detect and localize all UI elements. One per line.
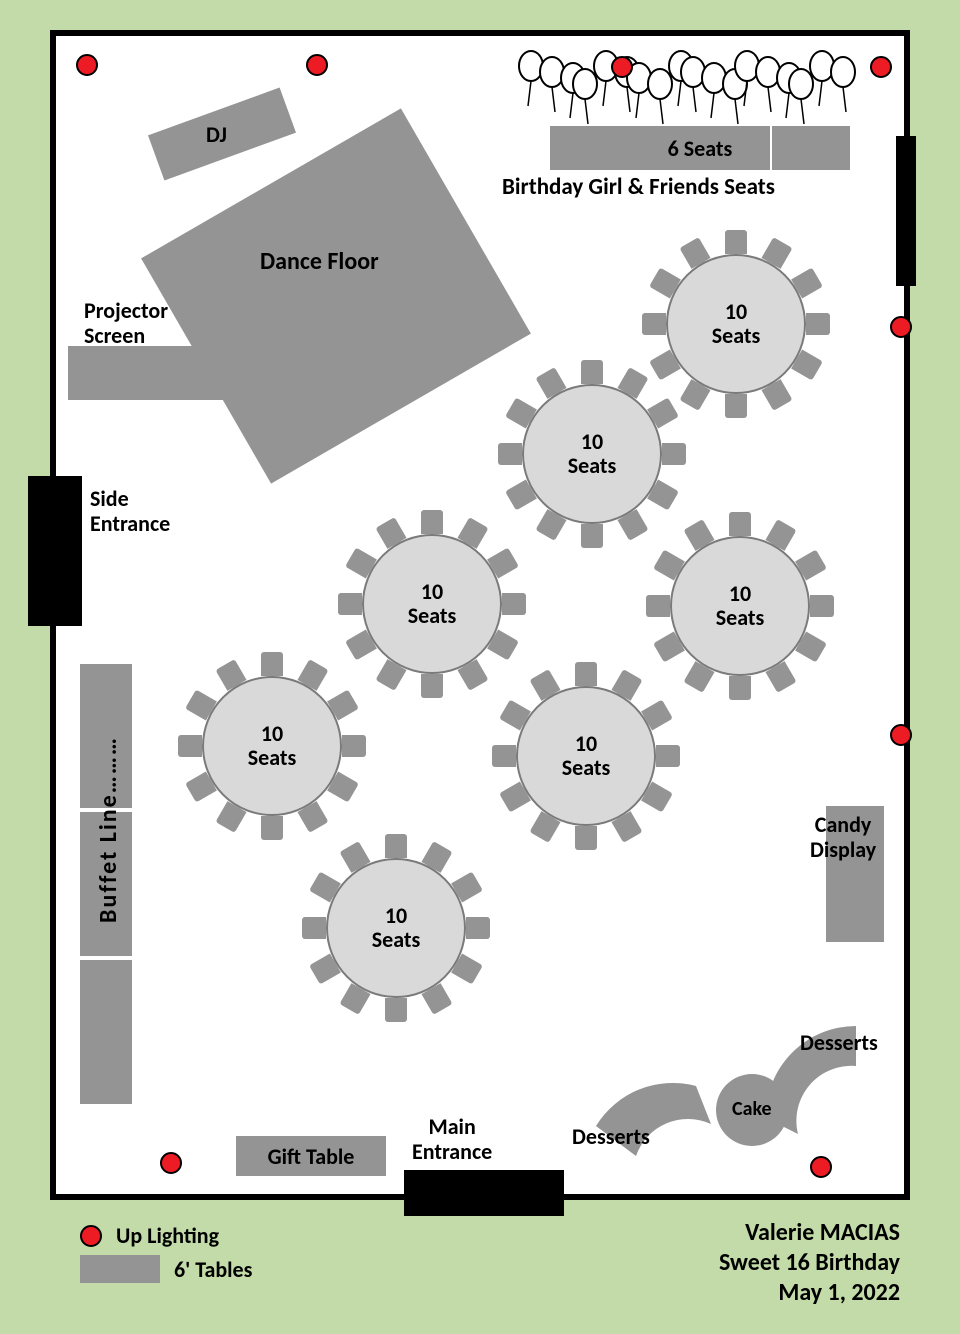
chair (642, 313, 666, 335)
chair (466, 917, 490, 939)
round-table: 10 Seats (362, 534, 502, 674)
title-block: Valerie MACIAS Sweet 16 Birthday May 1, … (719, 1218, 900, 1308)
uplight-dot (870, 56, 892, 78)
title-line2: Sweet 16 Birthday (719, 1248, 900, 1278)
chair (421, 674, 443, 698)
chair (261, 652, 283, 676)
chair (421, 510, 443, 534)
table-top: 10 Seats (666, 254, 806, 394)
round-table: 10 Seats (670, 536, 810, 676)
chair (810, 595, 834, 617)
chair (729, 676, 751, 700)
uplight-dot (306, 54, 328, 76)
table-top: 10 Seats (202, 676, 342, 816)
room-outline: DJ Dance Floor Projector Screen 6 Seats … (50, 30, 910, 1200)
uplight-dot (611, 56, 633, 78)
table-top: 10 Seats (326, 858, 466, 998)
chair (725, 230, 747, 254)
round-table: 10 Seats (516, 686, 656, 826)
uplight-dot (160, 1152, 182, 1174)
title-line3: May 1, 2022 (719, 1278, 900, 1308)
title-line1: Valerie MACIAS (719, 1218, 900, 1248)
legend-uplight-label: Up Lighting (116, 1222, 219, 1249)
table-top: 10 Seats (670, 536, 810, 676)
chair (502, 593, 526, 615)
round-table: 10 Seats (666, 254, 806, 394)
table-top: 10 Seats (362, 534, 502, 674)
chair (498, 443, 522, 465)
chair (656, 745, 680, 767)
chair (338, 593, 362, 615)
chair (492, 745, 516, 767)
chair (302, 917, 326, 939)
chair (342, 735, 366, 757)
legend-table-swatch (80, 1255, 160, 1283)
chair (581, 524, 603, 548)
chair (385, 998, 407, 1022)
legend-uplight-swatch (80, 1225, 102, 1247)
uplight-dot (890, 724, 912, 746)
chair (575, 662, 597, 686)
chair (178, 735, 202, 757)
chair (385, 834, 407, 858)
chair (662, 443, 686, 465)
round-table: 10 Seats (522, 384, 662, 524)
chair (725, 394, 747, 418)
chair (575, 826, 597, 850)
uplight-dot (76, 54, 98, 76)
chair (646, 595, 670, 617)
legend-table-label: 6' Tables (174, 1256, 252, 1283)
legend: Up Lighting 6' Tables (80, 1222, 252, 1289)
chair (581, 360, 603, 384)
table-top: 10 Seats (516, 686, 656, 826)
uplight-dot (890, 316, 912, 338)
round-table: 10 Seats (202, 676, 342, 816)
round-table: 10 Seats (326, 858, 466, 998)
table-top: 10 Seats (522, 384, 662, 524)
chair (729, 512, 751, 536)
uplight-dot (810, 1156, 832, 1178)
chair (806, 313, 830, 335)
chair (261, 816, 283, 840)
